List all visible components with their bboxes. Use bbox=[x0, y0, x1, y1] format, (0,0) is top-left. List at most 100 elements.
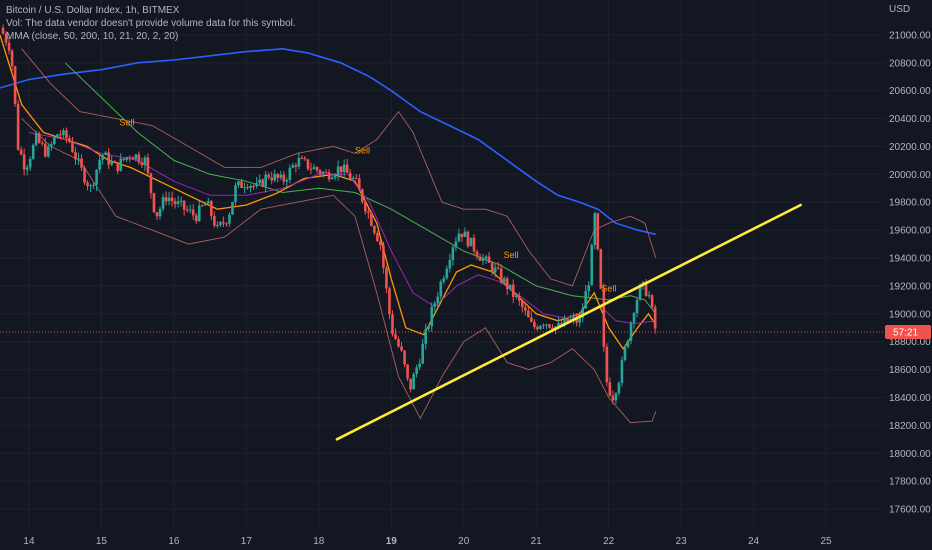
candle-body bbox=[213, 216, 216, 226]
candle-body bbox=[59, 134, 62, 136]
candle-body bbox=[478, 256, 482, 261]
candle-body bbox=[80, 158, 83, 168]
sell-signal-label: Sell bbox=[504, 250, 519, 260]
candle-body bbox=[285, 179, 289, 182]
candle-body bbox=[240, 181, 243, 188]
candle-body bbox=[116, 162, 120, 171]
time-tick-label: 15 bbox=[96, 536, 108, 547]
candle-body bbox=[647, 295, 651, 297]
price-tick-label: 17600.00 bbox=[889, 505, 931, 516]
time-axis-panel[interactable] bbox=[0, 530, 932, 550]
candle-body bbox=[505, 278, 509, 290]
candle-body bbox=[521, 300, 524, 308]
candle-body bbox=[360, 189, 364, 202]
candle-body bbox=[65, 130, 68, 138]
candle-body bbox=[19, 149, 23, 155]
candle-body bbox=[228, 214, 231, 224]
candle-body bbox=[216, 225, 219, 227]
price-tick-label: 18600.00 bbox=[889, 365, 931, 376]
candle-body bbox=[445, 268, 449, 279]
candle-body bbox=[279, 174, 283, 178]
price-tick-label: 20400.00 bbox=[889, 114, 931, 125]
candle-body bbox=[176, 201, 180, 205]
candle-body bbox=[481, 258, 485, 261]
candle-body bbox=[608, 382, 612, 396]
indicator-line bbox=[64, 62, 657, 315]
candle-body bbox=[587, 285, 591, 292]
candle-body bbox=[107, 152, 110, 165]
candle-body bbox=[95, 169, 98, 185]
candle-body bbox=[71, 141, 74, 153]
trendline-layer[interactable] bbox=[335, 203, 802, 441]
candle-body bbox=[182, 200, 186, 210]
price-tick-label: 19400.00 bbox=[889, 254, 931, 265]
price-tick-label: 20000.00 bbox=[889, 170, 931, 181]
candle-body bbox=[31, 145, 35, 159]
candle-body bbox=[282, 174, 286, 182]
candle-body bbox=[204, 203, 207, 206]
candle-body bbox=[225, 223, 228, 225]
time-tick-label: 23 bbox=[676, 536, 688, 547]
candle-body bbox=[563, 318, 566, 326]
candle-body bbox=[487, 256, 491, 263]
candle-body bbox=[635, 299, 639, 314]
candle-body bbox=[557, 323, 560, 327]
candle-body bbox=[578, 317, 581, 323]
candle-body bbox=[222, 222, 225, 224]
candle-body bbox=[264, 174, 267, 187]
symbol-title[interactable]: Bitcoin / U.S. Dollar Index, 1h, BITMEX bbox=[6, 5, 180, 16]
candle-body bbox=[300, 158, 304, 160]
candle-body bbox=[161, 197, 165, 209]
candle-body bbox=[98, 159, 101, 170]
indicator-line bbox=[21, 118, 657, 424]
candle-body bbox=[536, 326, 539, 330]
mma-indicator-label[interactable]: MMA (close, 50, 200, 10, 21, 20, 2, 20) bbox=[6, 31, 179, 42]
candle-body bbox=[342, 164, 346, 173]
candle-body bbox=[439, 281, 443, 297]
candle-body bbox=[391, 314, 394, 334]
candle-body bbox=[330, 177, 334, 180]
candle-body bbox=[454, 241, 458, 248]
candle-body bbox=[460, 233, 464, 238]
trendline[interactable] bbox=[335, 203, 802, 441]
price-tick-label: 19000.00 bbox=[889, 309, 931, 320]
price-axis-panel[interactable] bbox=[884, 0, 932, 530]
candle-body bbox=[77, 158, 80, 160]
candle-body bbox=[146, 157, 150, 174]
time-tick-label: 19 bbox=[386, 536, 398, 547]
candle-body bbox=[53, 137, 56, 144]
candle-body bbox=[210, 201, 213, 217]
candle-body bbox=[231, 202, 234, 215]
candle-body bbox=[348, 172, 352, 180]
candle-body bbox=[364, 201, 367, 212]
candle-body bbox=[315, 167, 319, 171]
candle-body bbox=[294, 165, 298, 167]
candle-body bbox=[524, 307, 527, 311]
candle-body bbox=[508, 284, 512, 290]
candle-body bbox=[267, 174, 271, 178]
candle-body bbox=[617, 383, 621, 394]
candle-body bbox=[37, 133, 41, 143]
candle-body bbox=[191, 209, 195, 216]
candle-body bbox=[158, 208, 162, 217]
candle-body bbox=[499, 268, 503, 283]
price-tick-label: 19200.00 bbox=[889, 281, 931, 292]
candle-body bbox=[596, 213, 600, 250]
candle-body bbox=[339, 166, 343, 173]
candle-body bbox=[442, 278, 446, 282]
candle-body bbox=[418, 363, 421, 368]
time-tick-label: 24 bbox=[748, 536, 760, 547]
candle-body bbox=[43, 143, 47, 157]
candle-body bbox=[593, 213, 597, 245]
candle-body bbox=[47, 146, 50, 157]
candle-body bbox=[131, 157, 135, 160]
candle-body bbox=[273, 173, 277, 181]
candle-body bbox=[599, 249, 603, 289]
time-tick-label: 22 bbox=[603, 536, 615, 547]
candle-body bbox=[258, 179, 261, 184]
sell-signal-label: Sell bbox=[601, 284, 616, 294]
last-price-badge bbox=[885, 324, 931, 339]
